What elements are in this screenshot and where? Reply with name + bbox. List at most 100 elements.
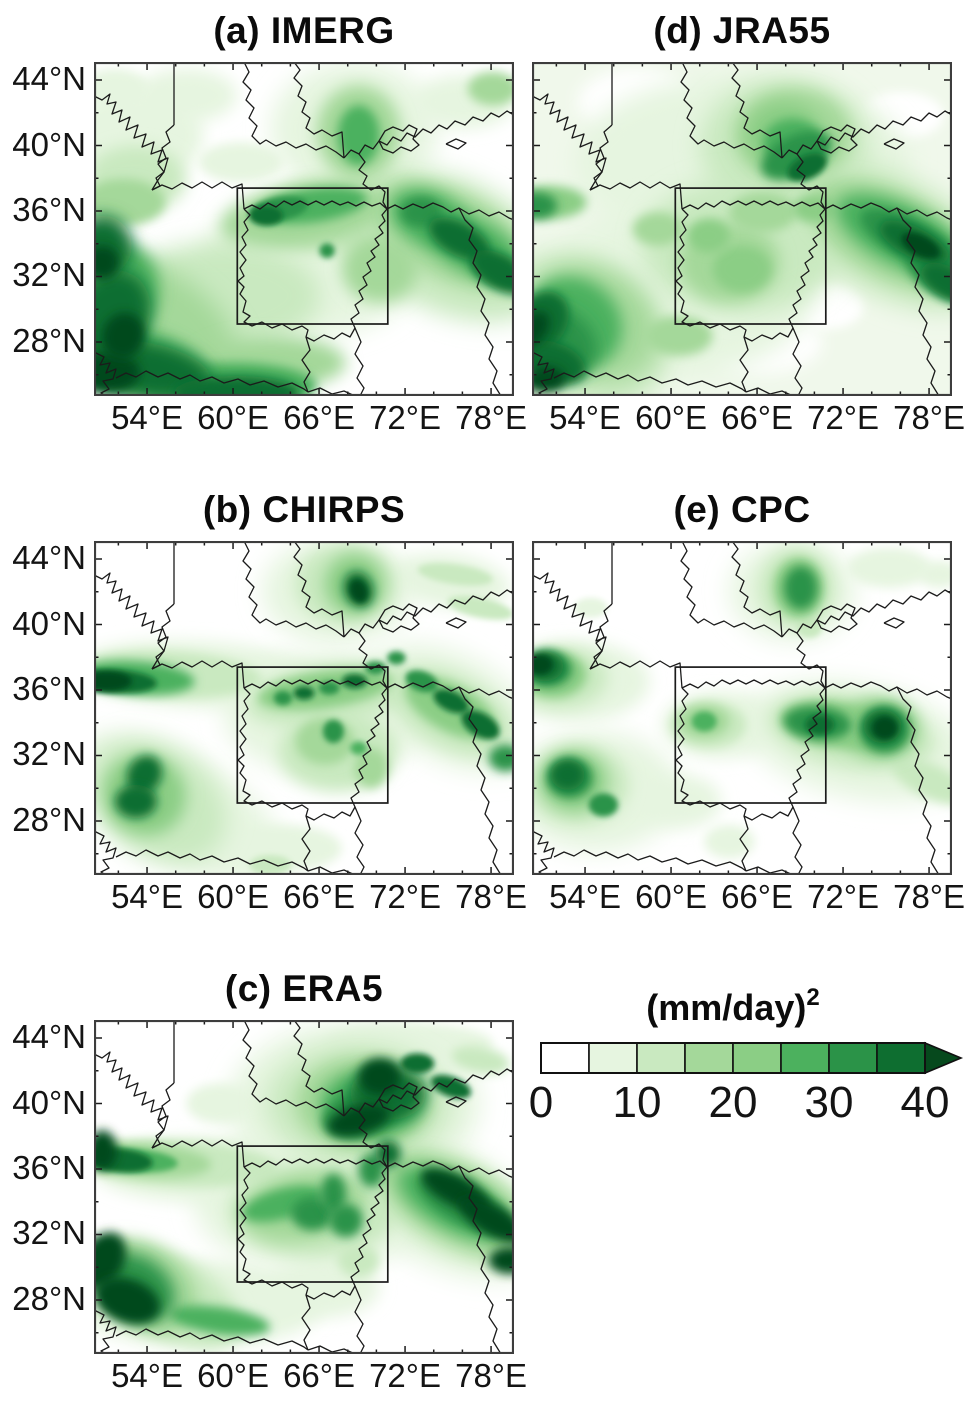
x-tick-label: 72°E [369,399,441,436]
variance-blob [94,352,141,393]
axis-ticks [94,541,514,875]
colorbar: (mm/day)2 0 10 20 30 40 [529,984,965,1156]
x-tick-label: 66°E [283,399,355,436]
colorbar-segment [588,1042,638,1074]
variance-blob [126,755,163,795]
variance-blob [249,205,283,226]
y-tick-label: 44°N [12,539,86,576]
x-tick-label: 66°E [721,399,793,436]
variance-blob [337,105,380,166]
y-tick-label: 32°N [12,735,86,773]
study-region-box [674,666,827,804]
y-tick-label: 36°N [12,190,86,228]
panel-cpc: (e) CPC 54°E 60°E 66°E 72°E 78°E [531,489,965,915]
variance-blob [847,547,931,588]
variance-blob [199,142,283,183]
map-frame [531,540,953,876]
variance-blob [95,1277,161,1325]
map-imerg [93,61,515,397]
x-tick-label: 66°E [283,1357,355,1394]
colorbar-tick-label: 10 [612,1078,662,1127]
panel-jra55: (d) JRA55 54°E 60°E 66°E 72°E 78°E [531,10,965,436]
panel-title-cpc: (e) CPC [673,489,811,530]
variance-blob [428,217,491,261]
map-jra55 [531,61,953,397]
axis-ticks [532,541,952,875]
variance-blob [341,235,418,303]
x-tick-label: 54°E [111,878,183,915]
map-canvas-jra55 [531,61,953,397]
variance-blob [173,376,300,396]
variance-blob [249,855,292,875]
variance-blob [94,1130,118,1171]
variance-blob [729,192,797,233]
study-region-box [236,666,389,804]
colorbar-segment [828,1042,878,1074]
y-tick-label: 36°N [12,1148,86,1186]
variance-blob [447,595,514,620]
x-tick-label: 60°E [197,399,269,436]
x-tick-label: 66°E [721,878,793,915]
variance-blob [94,1232,127,1289]
variance-blob [358,1058,401,1096]
variance-blob [574,597,608,618]
variance-blob [787,153,827,182]
country-borders [532,541,952,875]
variance-blob [417,563,493,586]
variance-blob [186,1083,254,1124]
variance-blob [319,243,335,258]
y-tick-label: 44°N [12,60,86,97]
variance-blob [329,1203,363,1238]
colorbar-title-base: (mm/day) [646,987,807,1028]
variance-blob [488,1247,514,1274]
x-tick-label: 60°E [635,399,707,436]
variance-blob [433,689,469,714]
variance-blob [632,212,684,246]
variance-blob [170,1305,270,1336]
map-canvas-imerg [93,61,515,397]
panel-era5: (c) ERA5 54°E 60°E 66°E 72°E 78°E 44°N 40°N 36°… [12,968,527,1394]
colorbar-segment [540,1042,590,1074]
x-tick-label: 60°E [197,1357,269,1394]
variance-blob [322,719,344,744]
variance-blob [320,1173,346,1214]
colorbar-arrow [924,1041,964,1075]
map-frame [93,61,515,397]
y-tick-label: 32°N [12,256,86,294]
x-tick-label: 66°E [283,878,355,915]
x-tick-label: 72°E [807,878,879,915]
colorbar-tick-label: 0 [528,1078,554,1127]
variance-blob [273,690,293,706]
map-frame [93,540,515,876]
colorbar-tick-label: 30 [804,1078,854,1127]
y-tick-label: 28°N [12,321,86,359]
colorbar-scale [540,1041,964,1075]
colorbar-tick-label: 20 [708,1078,758,1127]
variance-blob [349,579,368,603]
variance-blob [94,245,120,280]
x-tick-label: 78°E [455,1357,528,1394]
map-frame [93,1019,515,1355]
variance-blob [291,1197,334,1231]
variance-blob [805,714,835,735]
y-tick-label: 40°N [12,125,86,163]
study-region-box [236,1145,389,1283]
x-tick-label: 54°E [549,399,621,436]
variance-blob [532,654,553,675]
colorbar-title-exponent: 2 [806,984,820,1011]
map-cpc [531,540,953,876]
map-chirps [93,540,515,876]
colorbar-segment [684,1042,734,1074]
panel-title-chirps: (b) CHIRPS [202,489,406,530]
variance-blob [588,793,619,817]
map-canvas-chirps [93,540,515,876]
variance-blob [784,566,818,610]
variance-blob [687,219,730,253]
map-era5 [93,1019,515,1355]
variance-blob [405,670,438,693]
variance-blob [136,68,237,123]
variance-blob [471,250,514,295]
map-frame [531,61,953,397]
x-tick-label: 72°E [807,399,879,436]
